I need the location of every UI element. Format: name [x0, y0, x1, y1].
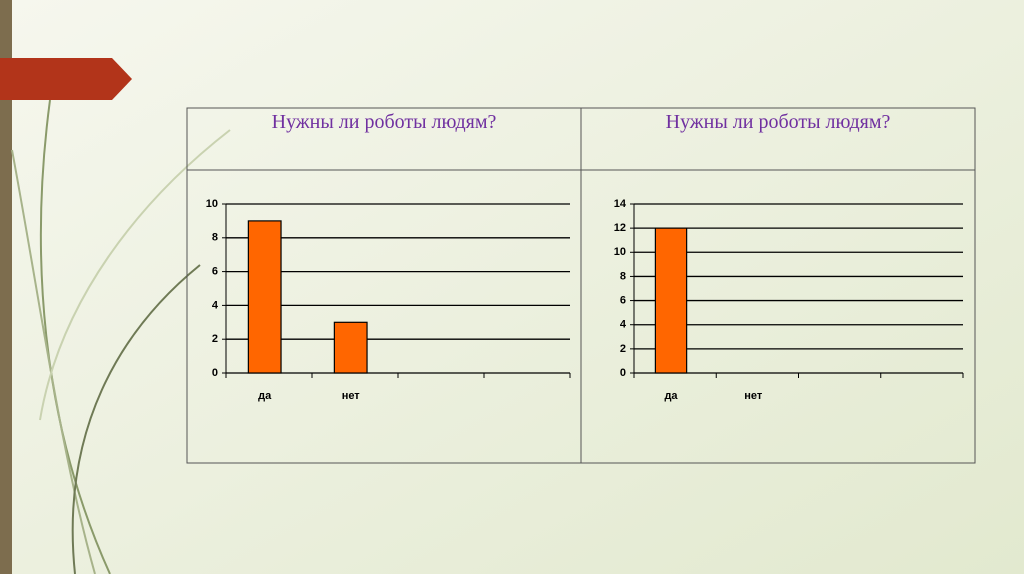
x-tick-label: нет — [342, 390, 361, 402]
y-tick-label: 2 — [620, 343, 626, 355]
chart-title: Нужны ли роботы людям? — [666, 111, 891, 133]
y-tick-label: 2 — [212, 333, 218, 345]
y-tick-label: 14 — [614, 198, 627, 210]
bar — [654, 227, 688, 374]
chart-title: Нужны ли роботы людям? — [272, 111, 497, 133]
decoration — [11, 99, 231, 574]
y-tick-label: 12 — [614, 222, 626, 234]
y-tick-label: 4 — [620, 319, 627, 331]
y-tick-label: 0 — [212, 367, 218, 379]
y-tick-label: 6 — [620, 294, 626, 306]
x-tick-label: да — [258, 390, 272, 402]
table — [186, 107, 976, 464]
x-tick-label: нет — [744, 390, 763, 402]
y-tick-label: 8 — [212, 232, 218, 244]
y-tick-label: 6 — [212, 266, 218, 278]
bar — [247, 220, 282, 374]
y-tick-label: 10 — [614, 246, 626, 258]
x-tick-label: да — [664, 390, 678, 402]
arrow-marker — [0, 58, 132, 100]
y-tick-label: 8 — [620, 270, 626, 282]
y-tick-label: 4 — [212, 299, 219, 311]
bar — [333, 321, 368, 374]
side-strip — [0, 0, 12, 574]
y-tick-label: 10 — [206, 198, 218, 210]
y-tick-label: 0 — [620, 367, 626, 379]
